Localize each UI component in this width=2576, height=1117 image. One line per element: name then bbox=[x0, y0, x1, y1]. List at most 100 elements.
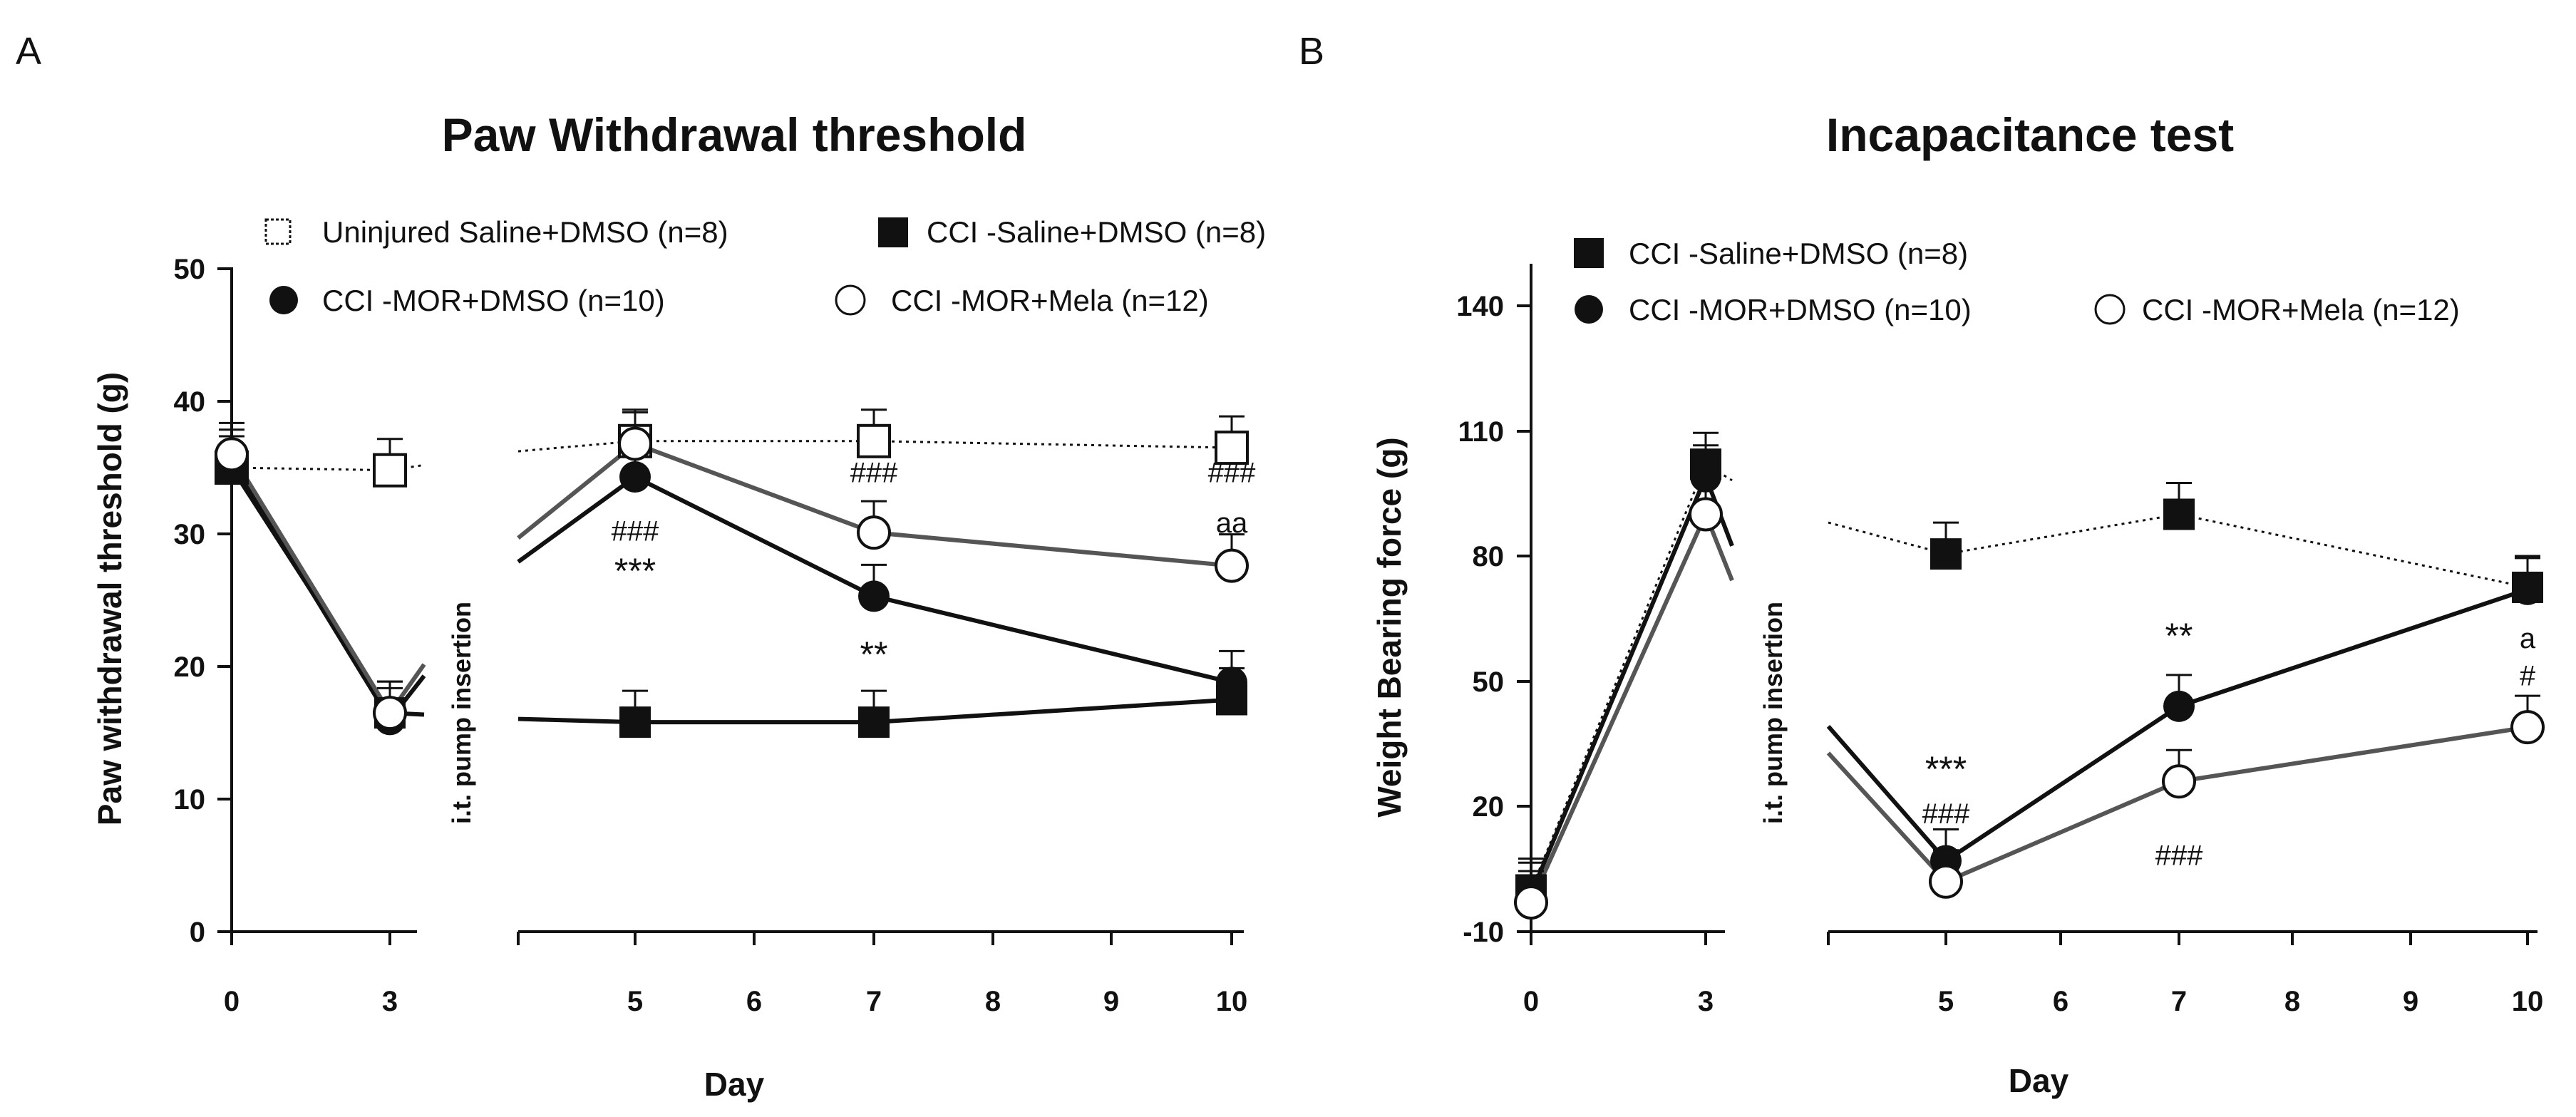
panel-a-ytick-label: 30 bbox=[174, 519, 206, 550]
panel-a-significance-label: ** bbox=[860, 634, 888, 674]
panel-a-point-filled-square bbox=[858, 706, 890, 738]
panel-a-series-line bbox=[635, 440, 1232, 449]
panel-a-series-line bbox=[231, 466, 391, 472]
panel-b-y-ticks: -10 20 50 80 110 140 bbox=[1456, 291, 1531, 948]
panel-b-x-axis-label: Day bbox=[2009, 1062, 2069, 1099]
panel-b-ytick-label: 110 bbox=[1458, 416, 1504, 448]
panel-b-letter: B bbox=[1299, 30, 1324, 73]
panel-b-xtick-label: 6 bbox=[2053, 986, 2068, 1017]
panel-b-significance-label: *** bbox=[1925, 749, 1967, 789]
panel-b-xtick-label: 10 bbox=[2512, 986, 2544, 1017]
panel-b-ytick-label: 140 bbox=[1456, 291, 1504, 322]
legend-filled-square-icon bbox=[878, 217, 908, 247]
panel-b-series-line bbox=[1529, 513, 1708, 904]
panel-a-xtick-label: 6 bbox=[746, 986, 762, 1017]
panel-a-point-open-square bbox=[373, 453, 407, 488]
panel-b-ytick-label: 50 bbox=[1473, 666, 1505, 698]
panel-b-xtick-label: 7 bbox=[2171, 986, 2187, 1017]
panel-a-series-stub bbox=[517, 716, 636, 725]
panel-a-significance-label: ### bbox=[850, 457, 898, 488]
legend-filled-circle-icon bbox=[1575, 295, 1603, 324]
legend-open-square-icon bbox=[264, 218, 292, 245]
panel-a-point-filled-circle bbox=[619, 461, 651, 493]
panel-b-legend-label: CCI -MOR+Mela (n=12) bbox=[2142, 293, 2460, 326]
panel-b-legend-label: CCI -MOR+DMSO (n=10) bbox=[1629, 293, 1972, 326]
panel-a-series-line bbox=[634, 475, 1232, 685]
panel-b-point-filled-circle bbox=[2163, 690, 2195, 722]
panel-b-point-open-circle bbox=[1514, 885, 1548, 920]
panel-b-x-ticks: 0 3 5 6 7 8 9 10 bbox=[1523, 932, 2543, 1017]
panel-a-ytick-label: 10 bbox=[174, 784, 206, 815]
panel-b-point-open-circle bbox=[1929, 864, 1963, 899]
panel-b-point-filled-circle bbox=[1690, 460, 1721, 493]
panel-b-point-open-circle bbox=[1689, 497, 1723, 532]
panel-a-xtick-label: 10 bbox=[1216, 986, 1248, 1017]
panel-a-point-filled-square bbox=[619, 706, 651, 738]
panel-b-series-stub bbox=[1826, 724, 1948, 863]
panel-a-xtick-label: 7 bbox=[866, 986, 882, 1017]
panel-a-xtick-label: 8 bbox=[985, 986, 1001, 1017]
panel-b-significance-label: # bbox=[2520, 661, 2536, 692]
panel-a-y-ticks: 0 10 20 30 40 50 bbox=[174, 254, 232, 948]
legend-open-circle-icon bbox=[2094, 294, 2126, 325]
panel-b-legend: CCI -Saline+DMSO (n=8) CCI -MOR+DMSO (n=… bbox=[1574, 237, 2460, 326]
panel-a-point-filled-circle bbox=[858, 580, 890, 612]
panel-a-plot-area: ### *** ### ** ### aa bbox=[215, 408, 1256, 738]
panel-a-significance-label: aa bbox=[1216, 508, 1248, 539]
panel-a-xtick-label: 5 bbox=[627, 986, 643, 1017]
panel-a: A Paw Withdrawal threshold 0 10 20 30 40… bbox=[16, 30, 1266, 1103]
panel-a-series-stub bbox=[517, 475, 637, 564]
panel-b-series-line bbox=[1529, 475, 1708, 895]
panel-b-ytick-label: -10 bbox=[1463, 917, 1504, 948]
panel-a-significance-label: *** bbox=[614, 551, 656, 591]
panel-b-xtick-label: 5 bbox=[1938, 986, 1954, 1017]
panel-a-x-axis-label: Day bbox=[704, 1066, 765, 1103]
panel-b-significance-label: ### bbox=[1922, 798, 1970, 830]
panel-a-significance-label: ### bbox=[1208, 457, 1256, 488]
panel-a-point-open-circle bbox=[857, 515, 891, 550]
panel-a-xtick-label: 3 bbox=[382, 986, 398, 1017]
panel-b-series-line bbox=[1945, 513, 2528, 589]
panel-b-xtick-label: 9 bbox=[2403, 986, 2418, 1017]
panel-a-title: Paw Withdrawal threshold bbox=[442, 108, 1027, 161]
panel-a-point-open-square bbox=[857, 423, 891, 458]
panel-a-legend-label: CCI -MOR+DMSO (n=10) bbox=[322, 284, 665, 317]
panel-b-xtick-label: 3 bbox=[1698, 986, 1714, 1017]
panel-a-x-ticks: 0 3 5 6 7 8 9 10 bbox=[224, 932, 1247, 1017]
panel-a-legend-label: CCI -Saline+DMSO (n=8) bbox=[927, 215, 1266, 249]
panel-a-significance-label: ### bbox=[612, 515, 659, 547]
panel-b-point-open-circle bbox=[2162, 764, 2196, 799]
panel-b-pump-insertion-label: i.t. pump insertion bbox=[1758, 602, 1788, 824]
panel-a-point-open-circle bbox=[1215, 548, 1249, 583]
panel-a-point-open-square bbox=[1215, 431, 1249, 465]
panel-b-significance-label: ### bbox=[2155, 840, 2203, 871]
panel-a-series-line bbox=[230, 453, 392, 714]
panel-b-significance-label: ** bbox=[2165, 616, 2193, 656]
legend-filled-square-icon bbox=[1574, 238, 1604, 268]
panel-b-series-stub bbox=[1828, 521, 1947, 555]
panel-b-xtick-label: 8 bbox=[2284, 986, 2300, 1017]
panel-b-point-filled-circle bbox=[2512, 573, 2543, 605]
panel-a-ytick-label: 40 bbox=[174, 386, 206, 418]
panel-a-letter: A bbox=[16, 30, 41, 73]
panel-b-series-line bbox=[1530, 463, 1707, 891]
panel-a-series-stub bbox=[517, 440, 636, 453]
panel-b-plot-area: *** ### ** ### a # bbox=[1514, 431, 2545, 920]
panel-a-point-filled-circle bbox=[1216, 666, 1247, 699]
panel-a-pump-insertion-label: i.t. pump insertion bbox=[447, 602, 476, 824]
panel-a-series-stub bbox=[389, 463, 425, 472]
panel-a-series-line bbox=[634, 441, 1232, 568]
panel-a-ytick-label: 50 bbox=[174, 254, 206, 285]
panel-b-point-filled-square bbox=[1930, 538, 1962, 570]
panel-a-legend: Uninjured Saline+DMSO (n=8) CCI -Saline+… bbox=[264, 215, 1266, 317]
panel-a-legend-label: Uninjured Saline+DMSO (n=8) bbox=[322, 215, 728, 249]
panel-b-point-open-circle bbox=[2510, 710, 2545, 745]
panel-a-point-open-circle bbox=[373, 696, 407, 731]
panel-a-point-open-circle bbox=[215, 437, 249, 472]
panel-b-series-line bbox=[1944, 587, 2528, 863]
panel-a-series-line bbox=[230, 460, 392, 721]
panel-a-legend-label: CCI -MOR+Mela (n=12) bbox=[891, 284, 1209, 317]
panel-b-significance-label: a bbox=[2520, 623, 2536, 654]
panel-a-series-stub bbox=[517, 442, 637, 540]
